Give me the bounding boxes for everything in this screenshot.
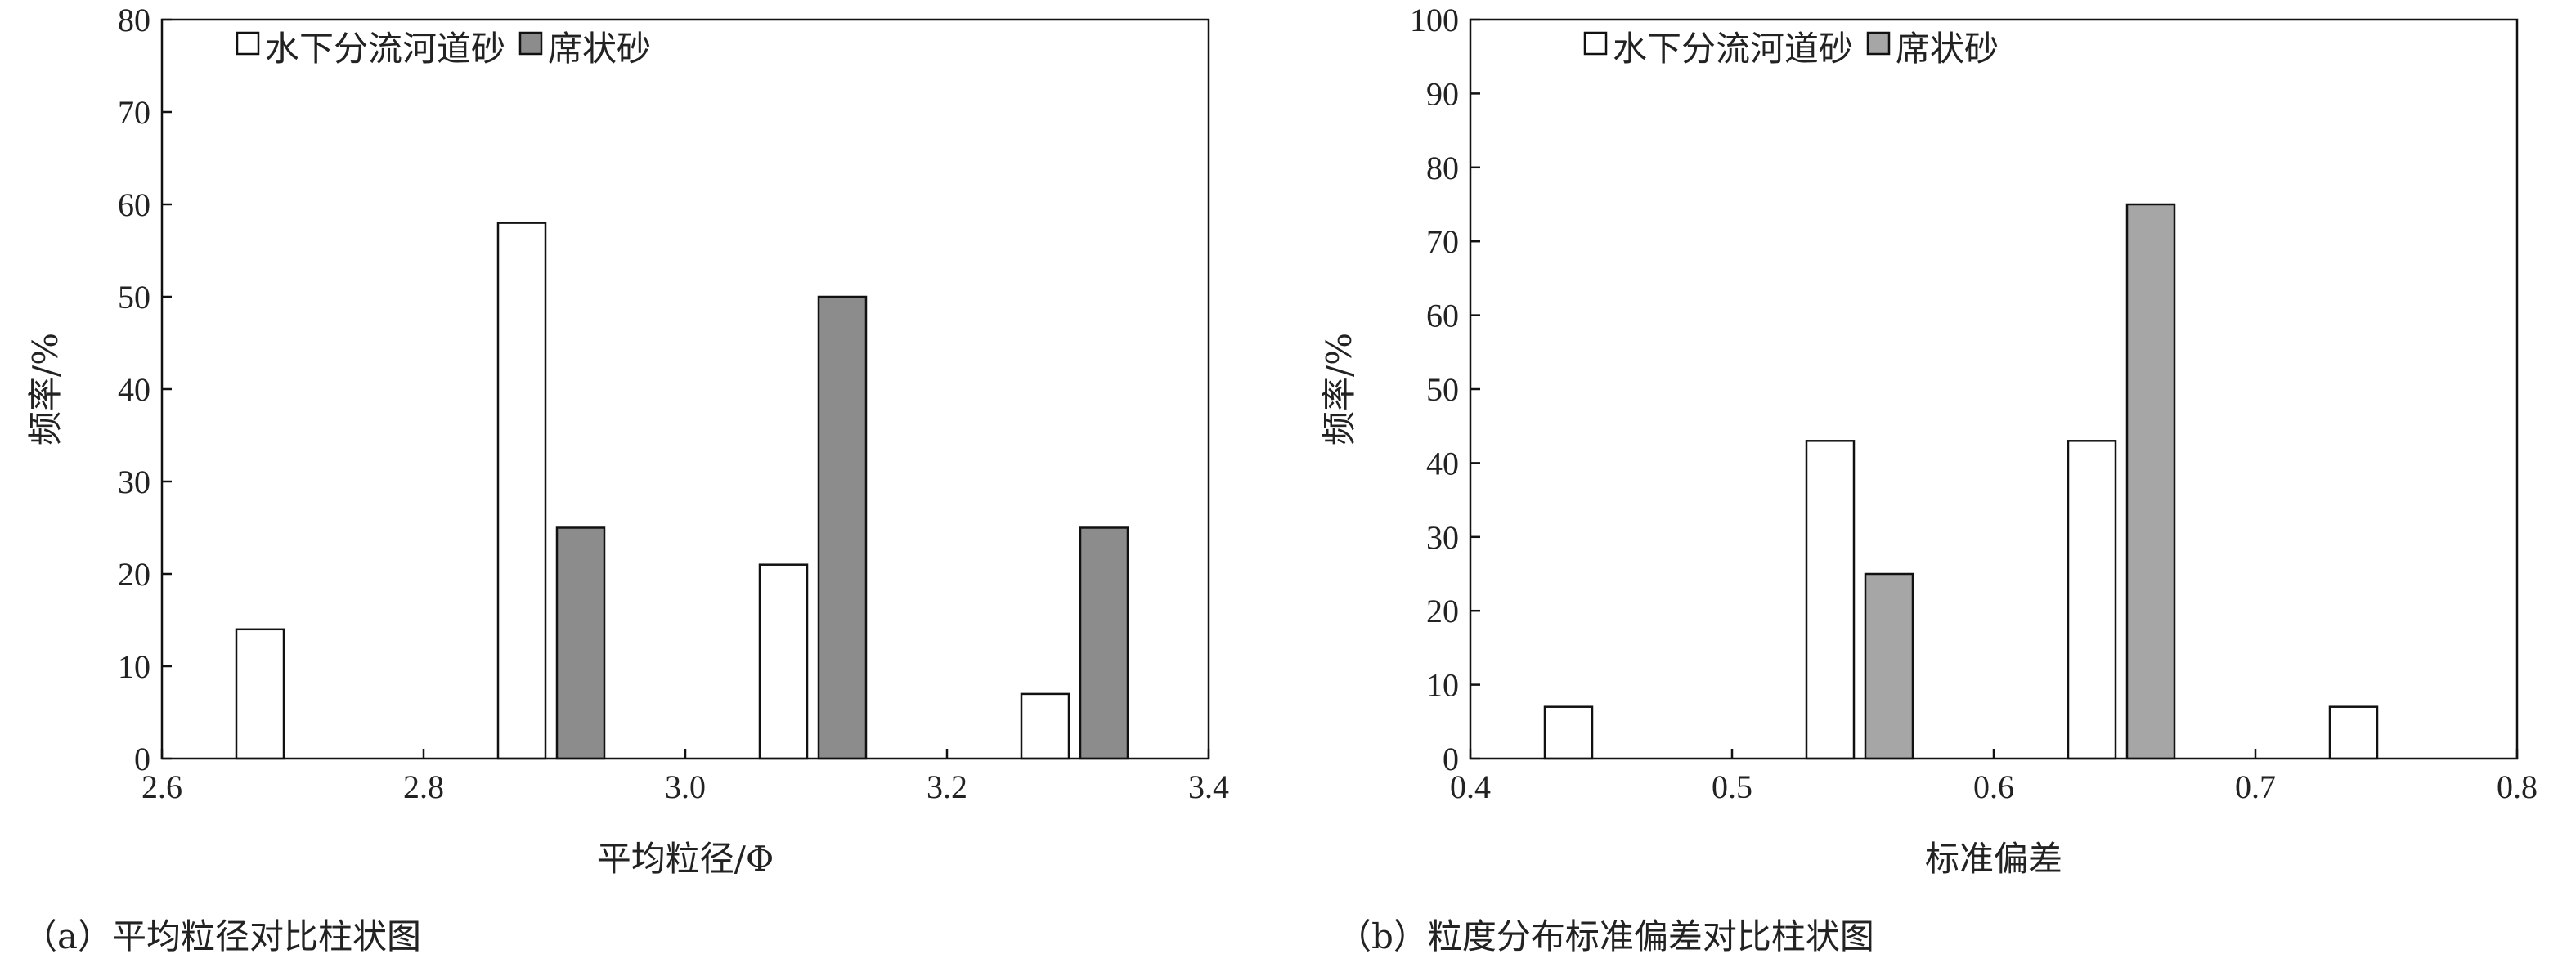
y-tick-label: 90 [1426,75,1459,112]
legend-label-1: 水下分流河道砂 [265,29,505,69]
bar-1-3 [758,563,809,760]
legend-label-2: 席状砂 [1896,29,1999,69]
legend-swatch-1 [236,31,260,56]
figure-caption: （b）粒度分布标准偏差对比柱状图 [1337,916,1874,956]
x-tick-label: 3.4 [1188,768,1229,805]
y-tick-label: 60 [118,186,150,223]
bar-2-2 [2125,203,2176,760]
x-tick-label: 0.4 [1450,768,1491,805]
plot-frame [160,18,1210,760]
figure-caption: （a）平均粒径对比柱状图 [23,916,421,956]
bar-1-1 [1543,705,1594,760]
legend-label-2: 席状砂 [548,29,651,69]
chart-panel-1: 0 10 20 30 40 50 60 70 80 2.6 2.8 3.0 3.2 3.4 平均粒径/Φ 频率… [23,2,1229,956]
bar-2-2 [817,295,868,760]
plot-frame [1469,18,2519,760]
y-tick-label: 60 [1426,298,1459,334]
bar-2-1 [555,526,606,760]
y-tick-label: 50 [1426,371,1459,408]
x-axis-label: 平均粒径/Φ [597,839,774,879]
bar-1-2 [496,222,547,760]
y-tick-label: 0 [134,741,150,777]
y-tick-label: 80 [1426,150,1459,186]
legend-swatch-2 [1866,31,1891,56]
y-tick-label: 70 [118,94,150,131]
x-tick-label: 2.8 [403,768,444,805]
x-tick-label: 3.0 [665,768,706,805]
x-axis-label: 标准偏差 [1925,839,2062,879]
bar-1-3 [2067,440,2117,760]
x-tick-label: 3.2 [927,768,967,805]
y-tick-label: 20 [1426,593,1459,629]
y-tick-label: 80 [118,2,150,38]
bar-1-4 [1020,692,1070,760]
y-tick-label: 30 [1426,519,1459,556]
y-tick-label: 40 [118,371,150,408]
y-tick-label: 20 [118,556,150,593]
legend-swatch-1 [1583,31,1608,56]
y-tick-label: 40 [1426,445,1459,482]
x-tick-label: 0.5 [1712,768,1752,805]
y-tick-label: 10 [1426,667,1459,704]
y-axis-label: 频率/% [25,333,65,446]
y-tick-label: 30 [118,464,150,500]
bar-2-3 [1079,526,1129,760]
bar-2-1 [1864,572,1914,760]
y-tick-label: 10 [118,648,150,685]
x-tick-label: 0.6 [1973,768,2014,805]
y-tick-label: 70 [1426,223,1459,260]
legend-swatch-2 [518,31,543,56]
chart-panel-2: 0 10 20 30 40 50 60 70 80 90 100 0.4 0.5 0.6 0.7 0.8 标准偏… [1319,2,2538,956]
bar-1-2 [1805,440,1856,760]
y-tick-label: 0 [1443,741,1459,777]
y-axis-label: 频率/% [1319,333,1359,446]
legend-label-1: 水下分流河道砂 [1613,29,1853,69]
y-tick-label: 50 [118,279,150,316]
x-tick-label: 0.7 [2235,768,2276,805]
y-tick-label: 100 [1410,2,1459,38]
x-tick-label: 0.8 [2497,768,2538,805]
x-tick-label: 2.6 [141,768,182,805]
bar-1-1 [235,628,285,760]
bar-1-4 [2328,705,2379,760]
